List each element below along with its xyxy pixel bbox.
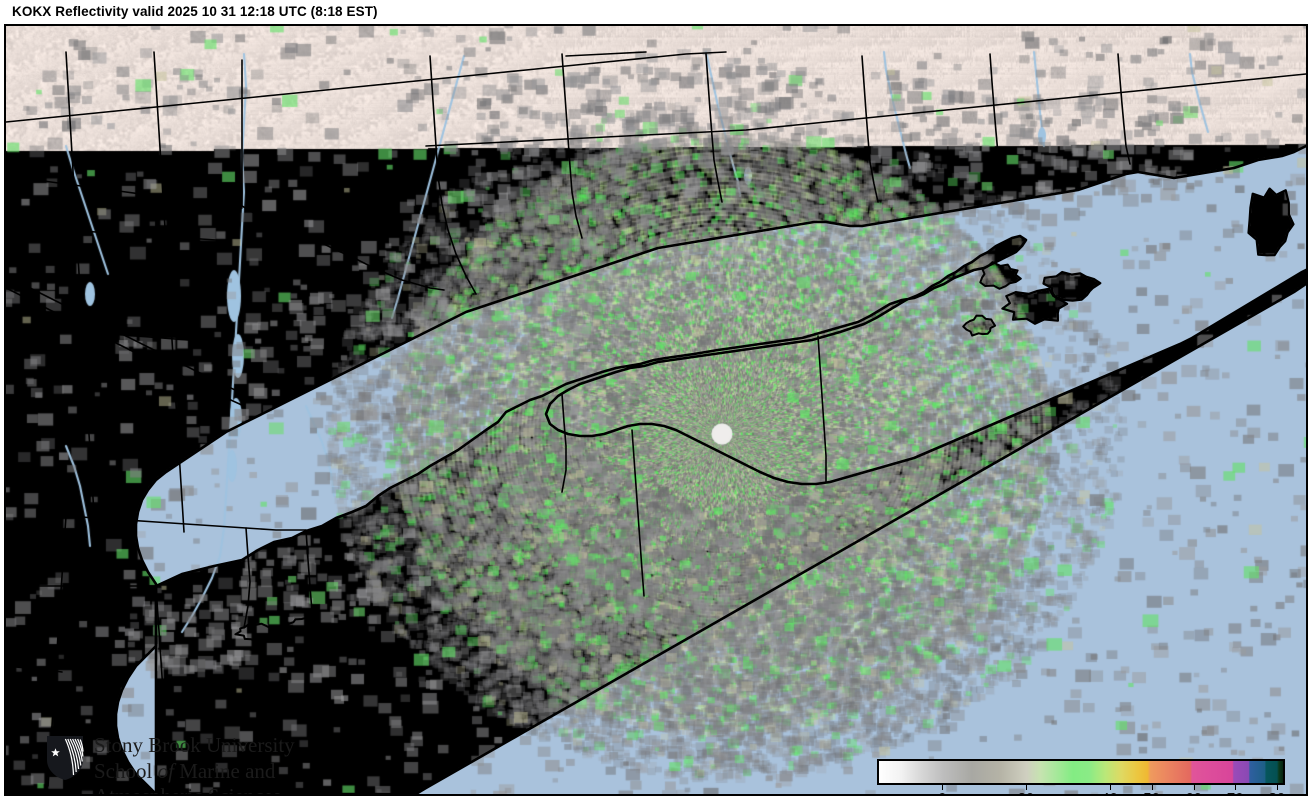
page-title: KOKX Reflectivity valid 2025 10 31 12:18… <box>12 4 378 19</box>
political-boundary-8 <box>1117 53 1131 165</box>
political-boundary-24 <box>243 527 251 629</box>
political-boundary-7 <box>989 53 1003 175</box>
colorbar-tick <box>1235 785 1237 790</box>
political-boundary-17 <box>6 287 245 407</box>
colorbar-tick <box>1025 785 1027 790</box>
colorbar-tick-label: 50 <box>1143 790 1160 794</box>
colorbar-tick <box>1193 785 1195 790</box>
radar-map-frame[interactable]: Stony Brook University School of Marine … <box>4 24 1308 796</box>
colorbar-tick-label: 40 <box>1101 790 1118 794</box>
political-boundary-5 <box>705 53 723 203</box>
logo-line-1: Stony Brook University <box>94 733 295 757</box>
political-boundary-10 <box>565 51 647 57</box>
political-boundary-26 <box>561 393 567 493</box>
shield-star-icon <box>47 736 84 780</box>
coastline-island-7 <box>286 616 326 635</box>
political-boundary-13 <box>65 51 97 547</box>
colorbar-tick-labels: 0 20 40 50 60 70 80 <box>877 785 1285 794</box>
political-boundary-25 <box>631 429 645 597</box>
colorbar-tick <box>1109 785 1111 790</box>
radar-map-canvas-stack[interactable] <box>6 26 1306 794</box>
political-boundary-0 <box>6 51 727 123</box>
coastline-mainland <box>114 144 1306 794</box>
political-boundary-11 <box>6 175 243 209</box>
political-boundary-23 <box>305 529 313 659</box>
political-boundary-layer <box>6 51 1306 794</box>
political-boundary-20 <box>155 585 171 794</box>
colorbar-tick <box>942 785 944 790</box>
political-boundary-6 <box>861 55 879 203</box>
colorbar-gradient <box>879 761 1283 783</box>
political-boundary-18 <box>65 515 307 531</box>
coastline-island-1 <box>1247 187 1295 257</box>
coastline-island-2 <box>1001 287 1069 325</box>
political-boundary-14 <box>6 221 217 241</box>
colorbar-tick-label: 0 <box>938 790 946 794</box>
colorbar-tick <box>1151 785 1153 790</box>
logo-line-3: Atmospheric Sciences <box>94 784 282 796</box>
political-boundary-22 <box>6 665 63 673</box>
colorbar-tick-label: 60 <box>1185 790 1202 794</box>
colorbar-tick-label: 20 <box>1018 790 1035 794</box>
colorbar-tick-label: 80 <box>1268 790 1285 794</box>
coastline-long-island <box>154 234 1306 794</box>
political-boundary-3 <box>429 55 477 295</box>
political-boundary-15 <box>153 51 185 533</box>
reflectivity-colorbar <box>877 759 1285 785</box>
stony-brook-logo: Stony Brook University School of Marine … <box>46 733 336 794</box>
political-boundary-9 <box>425 73 1306 147</box>
colorbar-tick <box>1276 785 1278 790</box>
political-boundary-12 <box>6 325 215 343</box>
political-boundary-16 <box>6 275 245 395</box>
coastline-island-4 <box>979 261 1022 290</box>
logo-text: Stony Brook University School of Marine … <box>94 733 344 796</box>
political-boundary-1 <box>241 205 445 291</box>
colorbar-tick-label: 70 <box>1227 790 1244 794</box>
logo-line-2: School of Marine and <box>94 758 276 783</box>
coastline-island-6 <box>234 622 278 643</box>
coastline-island-3 <box>1042 270 1102 302</box>
political-boundary-4 <box>561 53 583 239</box>
political-boundary-27 <box>817 335 827 483</box>
coastline-island-5 <box>962 314 997 337</box>
